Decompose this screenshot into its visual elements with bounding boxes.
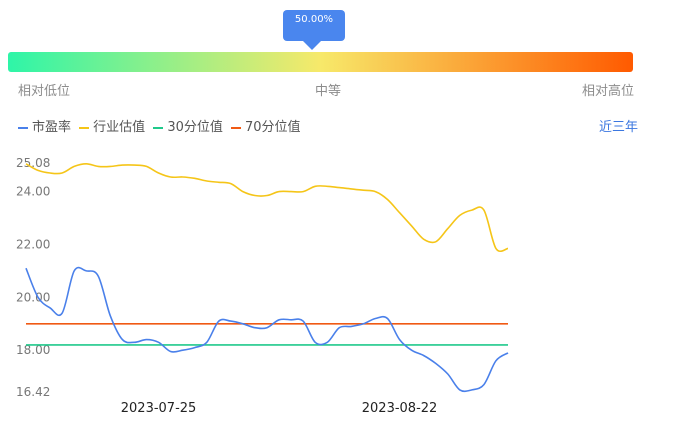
percentile-low-label: 相对低位 [18, 84, 71, 99]
percentile-high-label: 相对高位 [582, 84, 635, 99]
percentile-gradient-bar [8, 52, 633, 72]
range-selector-three-years[interactable]: 近三年 [599, 120, 639, 135]
legend-item-industry[interactable]: 行业估值 [79, 116, 145, 135]
legend-swatch-industry [79, 126, 90, 129]
chart-legend: 市盈率 行业估值 30分位值 70分位值 [18, 116, 305, 135]
legend-swatch-p30 [153, 126, 164, 129]
legend-label-p70: 70分位值 [245, 120, 301, 135]
legend-item-p70[interactable]: 70分位值 [231, 116, 301, 135]
y-tick-label: 24.00 [16, 185, 50, 199]
industry-series-line [25, 163, 509, 253]
legend-swatch-pe [18, 126, 28, 129]
legend-swatch-p70 [231, 126, 241, 129]
x-tick-label: 2023-07-25 [121, 401, 197, 416]
pe-series-line [25, 266, 509, 393]
y-tick-label: 18.00 [16, 343, 50, 357]
legend-label-industry: 行业估值 [93, 120, 146, 135]
y-tick-label: 20.00 [16, 290, 50, 304]
legend-label-p30: 30分位值 [167, 120, 223, 135]
percentile-mid-label: 中等 [315, 84, 342, 99]
percentile-value-badge: 50.00% [283, 10, 345, 41]
legend-label-pe: 市盈率 [32, 120, 72, 135]
y-tick-label: 16.42 [16, 385, 50, 399]
percentile-pointer [303, 41, 321, 50]
percentile-gauge: 50.00% 相对低位 中等 相对高位 [0, 0, 686, 100]
pe-line-chart: 25.08 24.00 22.00 20.00 18.00 16.42 2023-07-25… [16, 156, 509, 416]
legend-item-pe[interactable]: 市盈率 [18, 116, 71, 135]
x-tick-label: 2023-08-22 [362, 401, 438, 416]
y-tick-label: 22.00 [16, 237, 50, 251]
legend-item-p30[interactable]: 30分位值 [153, 116, 223, 135]
y-tick-label: 25.08 [16, 156, 50, 170]
